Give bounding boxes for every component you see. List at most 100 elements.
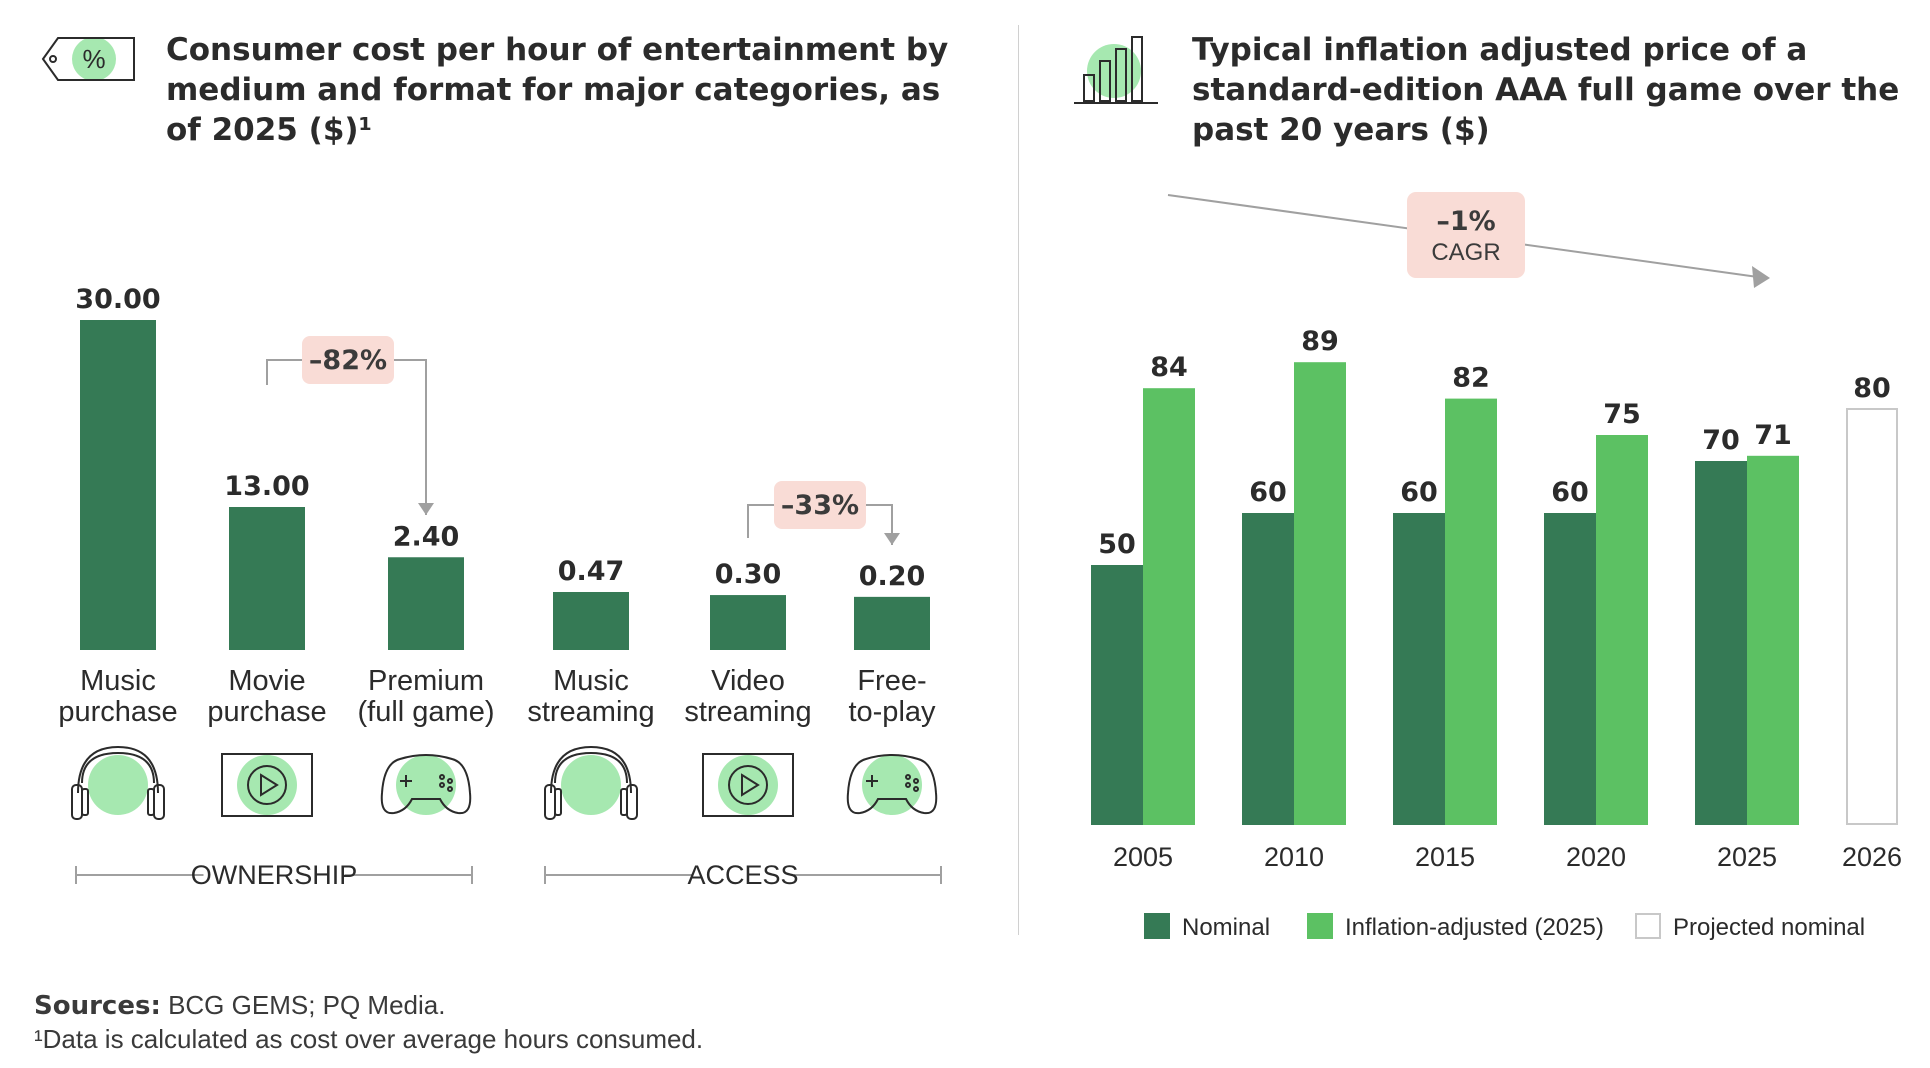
sources-label: Sources: (34, 991, 161, 1021)
headband-inner (81, 751, 155, 784)
value-label: 70 (1702, 425, 1740, 456)
bar (1242, 513, 1294, 825)
panel-divider (1018, 25, 1019, 935)
headband-inner (554, 751, 628, 784)
year-label: 2010 (1264, 842, 1324, 872)
bar (1596, 435, 1648, 825)
headphones-icon (71, 745, 165, 820)
headphones-icon (544, 745, 638, 820)
value-label: 0.20 (859, 561, 926, 592)
gamepad-icon (380, 754, 472, 815)
earpad-right (147, 788, 155, 816)
value-label: 60 (1551, 477, 1589, 508)
value-label: 71 (1754, 420, 1792, 451)
video-player-icon (702, 753, 794, 817)
button (447, 778, 453, 784)
category-label: Free- (857, 665, 926, 697)
legend-label: Inflation-adjusted (2025) (1345, 914, 1604, 941)
bar-chart-icon (1072, 35, 1162, 107)
controller-body (380, 754, 472, 815)
value-label: 50 (1098, 529, 1136, 560)
category-label: streaming (527, 696, 654, 728)
headphones-icon-bg (88, 755, 148, 815)
value-label: 84 (1150, 352, 1188, 383)
value-label: 0.30 (715, 559, 782, 590)
category-label: Music (553, 665, 629, 697)
cagr-label: CAGR (1431, 239, 1500, 266)
button (905, 774, 911, 780)
bar (1747, 455, 1799, 825)
category-label: purchase (58, 696, 177, 728)
category-label: Premium (368, 665, 484, 697)
left-chart-title: Consumer cost per hour of entertainment … (166, 30, 948, 150)
category-label: Music (80, 665, 156, 697)
bar (1294, 362, 1346, 825)
right-title-line: standard-edition AAA full game over the (1192, 72, 1900, 108)
video-player-icon-bg (718, 755, 778, 815)
value-label: 60 (1400, 477, 1438, 508)
category-label: Movie (228, 665, 305, 697)
value-label: 82 (1452, 363, 1490, 394)
button (439, 782, 445, 788)
right-chart-title: Typical inflation adjusted price of a st… (1192, 30, 1899, 150)
annotation-badge (774, 481, 866, 529)
earcup-left (544, 784, 556, 820)
right-title-line: Typical inflation adjusted price of a (1192, 32, 1808, 68)
arrow-head (884, 533, 900, 545)
percent-tag-icon: % (40, 30, 140, 90)
right-title-line: past 20 years ($) (1192, 112, 1490, 148)
sources-footnote: Sources: BCG GEMS; PQ Media. (34, 990, 445, 1021)
bar (1544, 513, 1596, 825)
earpad-left (554, 788, 562, 816)
value-label: 75 (1603, 399, 1641, 430)
value-label: 0.47 (558, 556, 625, 587)
bar (553, 592, 629, 650)
video-player-icon-bg (237, 755, 297, 815)
button (439, 774, 445, 780)
left-title-line: of 2025 ($)¹ (166, 112, 373, 148)
earpad-right (620, 788, 628, 816)
group-label: ACCESS (687, 860, 798, 890)
headband (550, 745, 632, 794)
bar (80, 320, 156, 650)
annotation-label: –82% (309, 345, 387, 376)
bar (229, 507, 305, 650)
earpad-left (81, 788, 89, 816)
headband (77, 745, 159, 794)
year-label: 2025 (1717, 842, 1777, 872)
bar (854, 596, 930, 650)
button (913, 786, 919, 792)
left-title-line: Consumer cost per hour of entertainment … (166, 32, 949, 68)
legend-label: Nominal (1182, 914, 1270, 941)
dpad (866, 775, 878, 787)
arrow-head (418, 503, 434, 515)
headphones-icon-bg (561, 755, 621, 815)
group-label: OWNERSHIP (191, 860, 358, 890)
category-label: Video (711, 665, 785, 697)
cagr-value: –1% (1436, 206, 1495, 237)
year-label: 2026 (1842, 842, 1902, 872)
play-circle (247, 765, 287, 805)
legend-swatch (1144, 913, 1170, 939)
play-circle (728, 765, 768, 805)
bar (1445, 398, 1497, 825)
legend-swatch (1307, 913, 1333, 939)
year-label: 2015 (1415, 842, 1475, 872)
year-label: 2020 (1566, 842, 1626, 872)
data-footnote: ¹Data is calculated as cost over average… (34, 1024, 704, 1054)
category-label: streaming (684, 696, 811, 728)
value-label: 13.00 (224, 471, 309, 502)
cagr-badge (1407, 192, 1525, 278)
value-label: 89 (1301, 326, 1339, 357)
earcup-left (71, 784, 83, 820)
bar (388, 557, 464, 650)
play-triangle (260, 773, 279, 797)
category-label: (full game) (358, 696, 495, 728)
bar (1143, 388, 1195, 825)
bar (1091, 565, 1143, 825)
button (447, 786, 453, 792)
value-label: 30.00 (75, 284, 160, 315)
bar (1846, 408, 1898, 825)
category-label: purchase (207, 696, 326, 728)
